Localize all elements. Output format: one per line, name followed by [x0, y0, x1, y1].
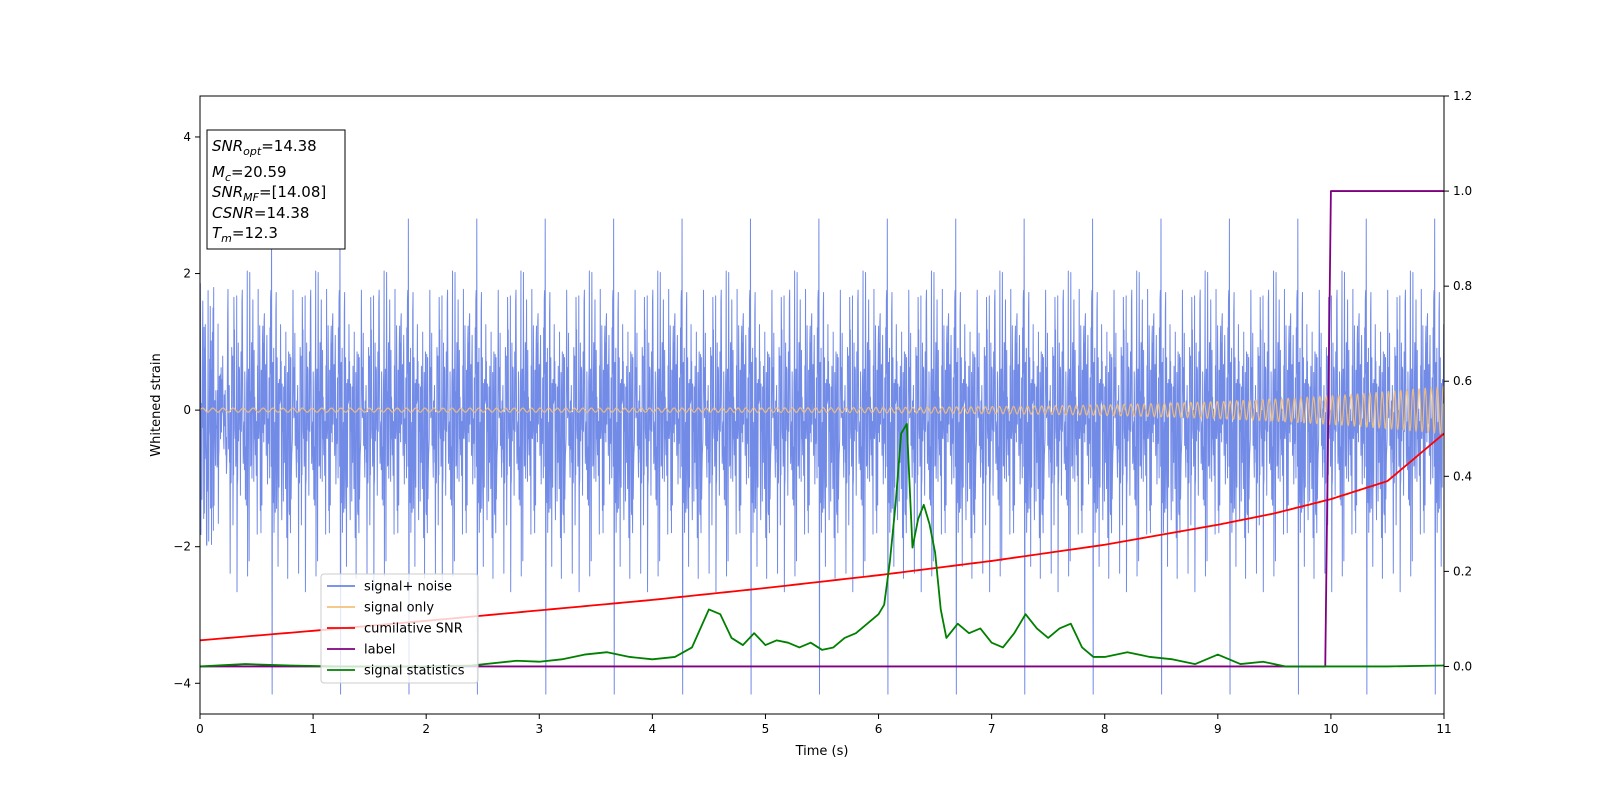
legend-label: label	[364, 643, 395, 658]
legend-frame	[320, 573, 479, 684]
annotation-symbol: SNR	[212, 137, 243, 155]
y-left-tick-label: 2	[183, 267, 191, 281]
annotation-value: =14.38	[254, 204, 310, 222]
y-axis-left: −4 −2 0 2 4	[173, 130, 200, 690]
series-signal-only	[200, 385, 1444, 435]
annotation-line: Tm=12.3	[212, 224, 278, 245]
y-right-tick-label: 1.2	[1453, 89, 1472, 103]
annotation-symbol: M	[212, 163, 225, 181]
annotation-subscript: opt	[243, 145, 262, 158]
y-left-tick-label: 4	[183, 130, 191, 144]
y-right-tick-label: 0.2	[1453, 564, 1472, 578]
y-left-tick-label: −4	[173, 676, 191, 690]
annotation-symbol: SNR	[212, 183, 243, 201]
annotation-subscript: m	[221, 232, 232, 245]
x-tick-label: 10	[1323, 722, 1338, 736]
x-axis-label: Time (s)	[795, 744, 849, 759]
annotation-value: =[14.08]	[259, 183, 326, 201]
annotation-symbol: T	[212, 224, 223, 242]
legend-label: signal statistics	[364, 664, 465, 679]
legend-label: cumilative SNR	[364, 622, 463, 637]
annotation-line: Mc=20.59	[212, 163, 287, 184]
y-axis-right: 0.0 0.2 0.4 0.6 0.8 1.0 1.2	[1444, 89, 1472, 673]
x-tick-label: 2	[422, 722, 430, 736]
annotation-subscript: MF	[243, 191, 259, 204]
plot-frame	[199, 95, 1445, 715]
series-signal-statistics	[200, 423, 1444, 668]
annotation-subscript: c	[225, 171, 231, 184]
y-left-tick-label: 0	[183, 403, 191, 417]
annotation-value: =14.38	[261, 137, 317, 155]
annotation-frame	[206, 129, 346, 250]
legend: signal+ noise signal only cumilative SNR la…	[320, 573, 479, 684]
annotation-line: SNRMF=[14.08]	[212, 183, 326, 204]
x-tick-label: 5	[762, 722, 770, 736]
y-axis-label: Whitened strain	[149, 353, 164, 456]
y-right-tick-label: 1.0	[1453, 184, 1472, 198]
x-tick-label: 1	[309, 722, 317, 736]
annotation-symbol: CSNR	[212, 204, 254, 222]
y-right-tick-label: 0.4	[1453, 469, 1472, 483]
x-tick-label: 0	[196, 722, 204, 736]
annotation-box: SNRopt=14.38Mc=20.59SNRMF=[14.08]CSNR=14…	[206, 129, 346, 250]
y-right-tick-label: 0.6	[1453, 374, 1472, 388]
x-tick-label: 3	[535, 722, 543, 736]
x-tick-label: 7	[988, 722, 996, 736]
x-axis: 0 1 2 3 4 5 6 7 8 9 10 11	[196, 714, 1452, 736]
annotation-line: SNRopt=14.38	[212, 137, 317, 158]
legend-label: signal only	[364, 601, 434, 616]
annotation-value: =20.59	[231, 163, 287, 181]
x-tick-label: 11	[1436, 722, 1451, 736]
legend-label: signal+ noise	[364, 580, 452, 595]
series-label	[200, 190, 1444, 668]
y-right-tick-label: 0.8	[1453, 279, 1472, 293]
annotation-line: CSNR=14.38	[212, 204, 309, 222]
y-right-tick-label: 0.0	[1453, 659, 1472, 673]
x-tick-label: 8	[1101, 722, 1109, 736]
x-tick-label: 9	[1214, 722, 1222, 736]
annotation-value: =12.3	[232, 224, 278, 242]
x-tick-label: 6	[875, 722, 883, 736]
x-tick-label: 4	[649, 722, 657, 736]
series-signal-noise	[200, 218, 1444, 695]
y-left-tick-label: −2	[173, 540, 191, 554]
